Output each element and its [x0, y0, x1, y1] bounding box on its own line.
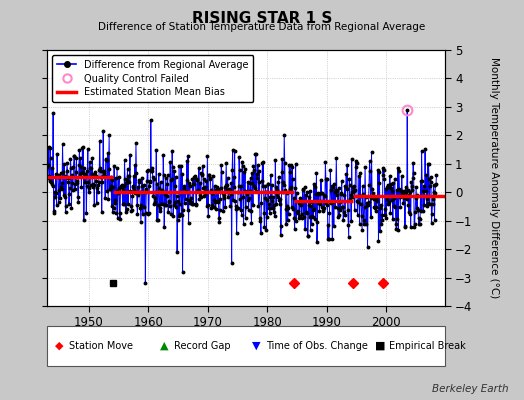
Legend: Difference from Regional Average, Quality Control Failed, Estimated Station Mean: Difference from Regional Average, Qualit…: [52, 55, 254, 102]
Text: ◆: ◆: [55, 341, 63, 351]
Text: Time of Obs. Change: Time of Obs. Change: [266, 341, 367, 351]
Text: Difference of Station Temperature Data from Regional Average: Difference of Station Temperature Data f…: [99, 22, 425, 32]
Y-axis label: Monthly Temperature Anomaly Difference (°C): Monthly Temperature Anomaly Difference (…: [489, 57, 499, 299]
Text: ▲: ▲: [160, 341, 168, 351]
Text: Record Gap: Record Gap: [174, 341, 231, 351]
Text: RISING STAR 1 S: RISING STAR 1 S: [192, 11, 332, 26]
Text: Berkeley Earth: Berkeley Earth: [432, 384, 508, 394]
Text: ▼: ▼: [252, 341, 260, 351]
Text: Empirical Break: Empirical Break: [389, 341, 465, 351]
Text: Station Move: Station Move: [69, 341, 133, 351]
Text: ■: ■: [375, 341, 385, 351]
